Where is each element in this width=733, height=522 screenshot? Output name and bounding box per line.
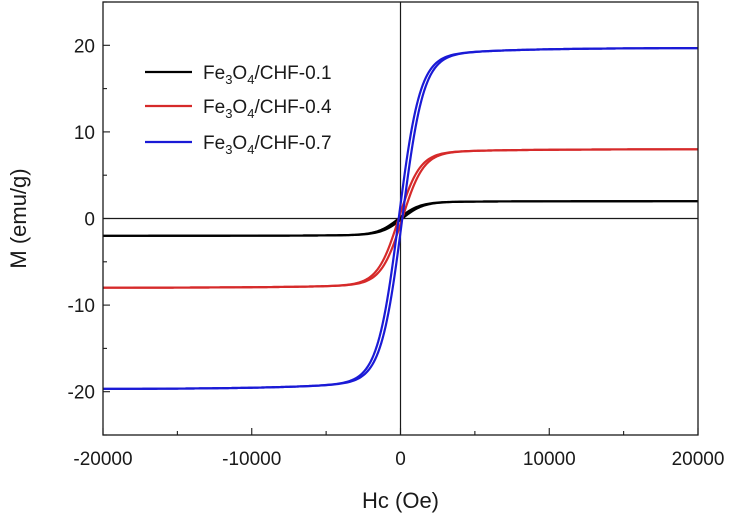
y-tick-label: -20: [68, 383, 95, 404]
x-tick-label: 20000: [672, 449, 725, 470]
series-lines: [103, 46, 698, 391]
legend-label-2: Fe3O4/CHF-0.7: [203, 133, 332, 157]
plot-frame: [102, 1, 699, 436]
x-tick-label: -20000: [73, 449, 132, 470]
x-tick-label: 10000: [523, 449, 576, 470]
y-tick-label: 20: [74, 36, 95, 57]
legend: Fe3O4/CHF-0.1 Fe3O4/CHF-0.4 Fe3O4/CHF-0.…: [145, 63, 332, 157]
tick-labels: -20000 -10000 0 10000 20000 -20 -10 0 10 20: [68, 36, 725, 470]
x-tick-label: -10000: [222, 449, 281, 470]
legend-item-2: Fe3O4/CHF-0.7: [145, 133, 332, 157]
y-axis-title: M (emu/g): [6, 168, 31, 268]
y-tick-label: 0: [84, 210, 95, 231]
y-tick-label: 10: [74, 123, 95, 144]
series-line-0-lower: [103, 200, 698, 237]
legend-label-1: Fe3O4/CHF-0.4: [203, 97, 332, 121]
y-tick-label: -10: [68, 296, 95, 317]
legend-label-0: Fe3O4/CHF-0.1: [203, 63, 332, 87]
series-line-2-lower: [103, 46, 698, 391]
legend-item-1: Fe3O4/CHF-0.4: [145, 97, 332, 121]
x-tick-label: 0: [395, 449, 406, 470]
x-axis-title: Hc (Oe): [362, 488, 439, 513]
legend-item-0: Fe3O4/CHF-0.1: [145, 63, 332, 87]
